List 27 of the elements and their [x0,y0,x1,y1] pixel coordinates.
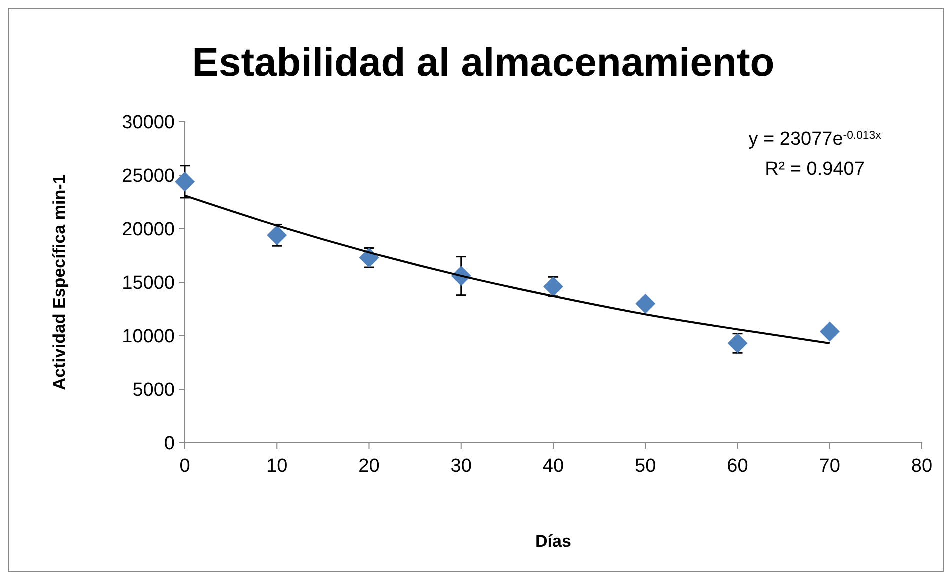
annotation: y = 23077e$^{-0.013x}$ [748,129,882,150]
x-tick-label: 50 [635,456,656,477]
point [544,276,564,297]
x-tick-label: 20 [358,456,380,477]
y-tick-label: 25000 [122,166,175,188]
x-axis-title: Días [536,532,572,551]
x-tick-label: 10 [266,456,288,477]
point [728,333,748,354]
point [267,225,288,246]
point [175,172,195,192]
x-tick-label: 40 [542,456,564,477]
y-axis-title: Actividad Específica min-1 [50,174,69,390]
y-tick-label: 30000 [122,112,175,134]
x-tick-label: 70 [819,456,840,477]
x-tick-label: 80 [911,456,933,477]
y-tick-label: 0 [164,434,175,455]
chart-title: Estabilidad al almacenamiento [192,41,775,85]
x-tick-label: 30 [450,456,472,477]
annotation: R² = 0.9407 [765,159,865,180]
y-tick-label: 10000 [122,326,175,348]
y-tick-label: 20000 [122,220,175,241]
x-tick-label: 0 [180,456,190,477]
y-tick-label: 15000 [122,273,175,294]
point [636,294,656,314]
point [820,322,840,342]
x-tick-label: 60 [727,456,748,477]
y-tick-label: 5000 [132,380,175,402]
